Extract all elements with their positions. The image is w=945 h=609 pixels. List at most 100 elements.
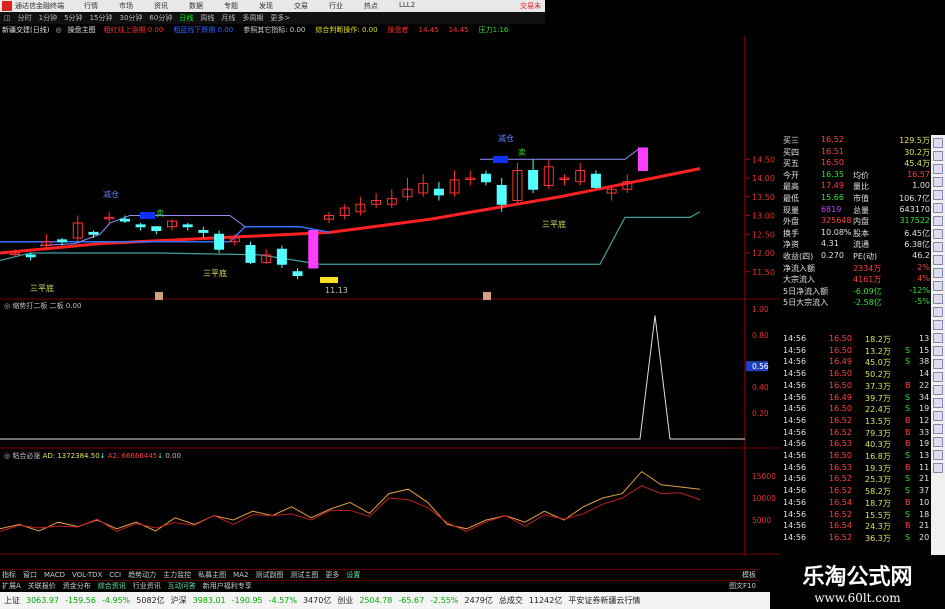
- tool-icon[interactable]: [933, 320, 943, 330]
- tabs2-tab[interactable]: 综合资讯: [97, 582, 126, 590]
- tabs2-tab[interactable]: 新用户福利专享: [202, 582, 252, 590]
- index-change: -65.67: [398, 596, 425, 605]
- index-name[interactable]: 沪深: [170, 596, 187, 605]
- period-tab[interactable]: 5分钟: [64, 14, 83, 22]
- tool-icon[interactable]: [933, 164, 943, 174]
- menu-item[interactable]: 热点: [364, 2, 378, 10]
- tabs1-tab[interactable]: MACD: [44, 571, 65, 579]
- tabs1-tab[interactable]: 更多: [325, 571, 340, 579]
- chart-area[interactable]: 14.5014.0013.5013.0012.5012.0011.50减仓减仓卖…: [0, 36, 780, 556]
- period-tab[interactable]: 15分钟: [89, 14, 113, 22]
- tick-direction: S: [905, 474, 911, 484]
- tool-icon[interactable]: [933, 437, 943, 447]
- tick-direction: S: [905, 451, 911, 460]
- layout-icon[interactable]: ◫: [4, 14, 11, 22]
- tool-icon[interactable]: [933, 216, 943, 226]
- tool-icon[interactable]: [933, 255, 943, 265]
- sub2-series-line: [0, 470, 701, 532]
- tick-row: 14:56 16.52 36.3万 S 20: [783, 533, 930, 545]
- flow-percent: 4%: [917, 274, 930, 284]
- tabs1-tab[interactable]: 测试副图: [255, 571, 284, 579]
- period-tab[interactable]: 分时: [17, 14, 32, 22]
- menu-item[interactable]: 数据: [189, 2, 203, 10]
- tool-icon[interactable]: [933, 229, 943, 239]
- indicator-name[interactable]: 操盘主图: [67, 26, 96, 34]
- tabs2-right[interactable]: 图文F10: [729, 582, 756, 590]
- tabs1-tab[interactable]: VOL-TDX: [71, 571, 103, 579]
- tick-time: 14:56: [783, 345, 807, 355]
- period-tab[interactable]: 更多>: [270, 14, 291, 22]
- tabs1-tab[interactable]: MA2: [233, 571, 249, 579]
- tabs2-tab[interactable]: 资金分布: [62, 582, 91, 590]
- tool-icon[interactable]: [933, 424, 943, 434]
- tabs1-tab[interactable]: 窗口: [23, 571, 37, 579]
- settings-icon[interactable]: ◎: [55, 26, 62, 34]
- tabs1-right[interactable]: 模板: [742, 571, 756, 579]
- period-tab[interactable]: 日线: [179, 14, 194, 22]
- tool-icon[interactable]: [933, 242, 943, 252]
- period-tab[interactable]: 周线: [200, 14, 215, 22]
- tool-icon[interactable]: [933, 138, 943, 148]
- tabs1-tab[interactable]: 主力监控: [163, 571, 192, 579]
- tool-icon[interactable]: [933, 151, 943, 161]
- quote-row: 净资 4.31 流通 6.38亿: [783, 239, 930, 251]
- period-tab[interactable]: 1分钟: [38, 14, 58, 22]
- tabs1-tab[interactable]: 指标: [2, 571, 16, 579]
- menu-item[interactable]: 专题: [224, 2, 238, 10]
- triple-bottom-label: 三平底: [203, 268, 227, 278]
- stat-label: 外盘: [783, 217, 799, 227]
- tool-icon[interactable]: [933, 411, 943, 421]
- tool-icon[interactable]: [933, 333, 943, 343]
- menu-item[interactable]: 交易: [294, 2, 308, 10]
- tool-icon[interactable]: [933, 463, 943, 473]
- tool-icon[interactable]: [933, 372, 943, 382]
- period-tab[interactable]: 60分钟: [149, 14, 173, 22]
- indicator-value: 粗蓝线下跌期 0.00: [173, 26, 234, 34]
- sell-label: 卖: [156, 209, 164, 218]
- tool-icon[interactable]: [933, 385, 943, 395]
- tabs2-tab[interactable]: 扩展A: [2, 582, 21, 590]
- tabs1-tab[interactable]: 设置: [346, 571, 361, 579]
- period-tab[interactable]: 月线: [221, 14, 236, 22]
- tabs2-tab[interactable]: 互动问答: [167, 582, 196, 590]
- index-name[interactable]: 创业: [337, 596, 354, 605]
- menu-item[interactable]: 行业: [329, 2, 343, 10]
- tabs1-tab[interactable]: CCI: [109, 571, 122, 579]
- flow-label: 净流入额: [783, 263, 815, 273]
- tool-icon[interactable]: [933, 190, 943, 200]
- tabs1-tab[interactable]: 私募主图: [198, 571, 227, 579]
- candle-body: [575, 170, 586, 183]
- tool-icon[interactable]: [933, 203, 943, 213]
- tool-icon[interactable]: [933, 346, 943, 356]
- tabs1-tab[interactable]: 趋势动力: [128, 571, 157, 579]
- tool-icon[interactable]: [933, 398, 943, 408]
- tabs1-tab[interactable]: 测试主图: [290, 571, 319, 579]
- menu-item[interactable]: 资讯: [154, 2, 168, 10]
- tick-row: 14:56 16.49 45.0万 S 38: [783, 357, 930, 369]
- tool-icon[interactable]: [933, 307, 943, 317]
- index-name[interactable]: 上证: [4, 596, 20, 605]
- tool-icon[interactable]: [933, 359, 943, 369]
- trade-button[interactable]: 交易未: [520, 2, 541, 10]
- tool-icon[interactable]: [933, 294, 943, 304]
- index-value: 3983.01: [192, 596, 226, 605]
- top-marker: [155, 292, 163, 300]
- period-tab[interactable]: 多周期: [242, 14, 264, 22]
- tick-row: 14:56 16.53 19.3万 B 11: [783, 463, 930, 475]
- period-tab[interactable]: 30分钟: [119, 14, 143, 22]
- menu-item[interactable]: LLL2: [399, 1, 416, 9]
- price-label: 12.50: [752, 230, 775, 239]
- tool-icon[interactable]: [933, 450, 943, 460]
- tool-icon[interactable]: [933, 268, 943, 278]
- menu-item[interactable]: 发现: [259, 2, 273, 10]
- tick-direction: S: [905, 509, 911, 519]
- menu-item[interactable]: 行情: [84, 2, 98, 10]
- candle-body: [449, 179, 460, 194]
- news-ticker[interactable]: 平安证券新疆云行情: [568, 596, 641, 605]
- tabs2-tab[interactable]: 行业资讯: [132, 582, 161, 590]
- stock-name[interactable]: 新疆交建(日线): [2, 26, 50, 34]
- menu-item[interactable]: 市场: [119, 2, 133, 10]
- tool-icon[interactable]: [933, 177, 943, 187]
- tool-icon[interactable]: [933, 281, 943, 291]
- tabs2-tab[interactable]: 关联报价: [27, 582, 56, 590]
